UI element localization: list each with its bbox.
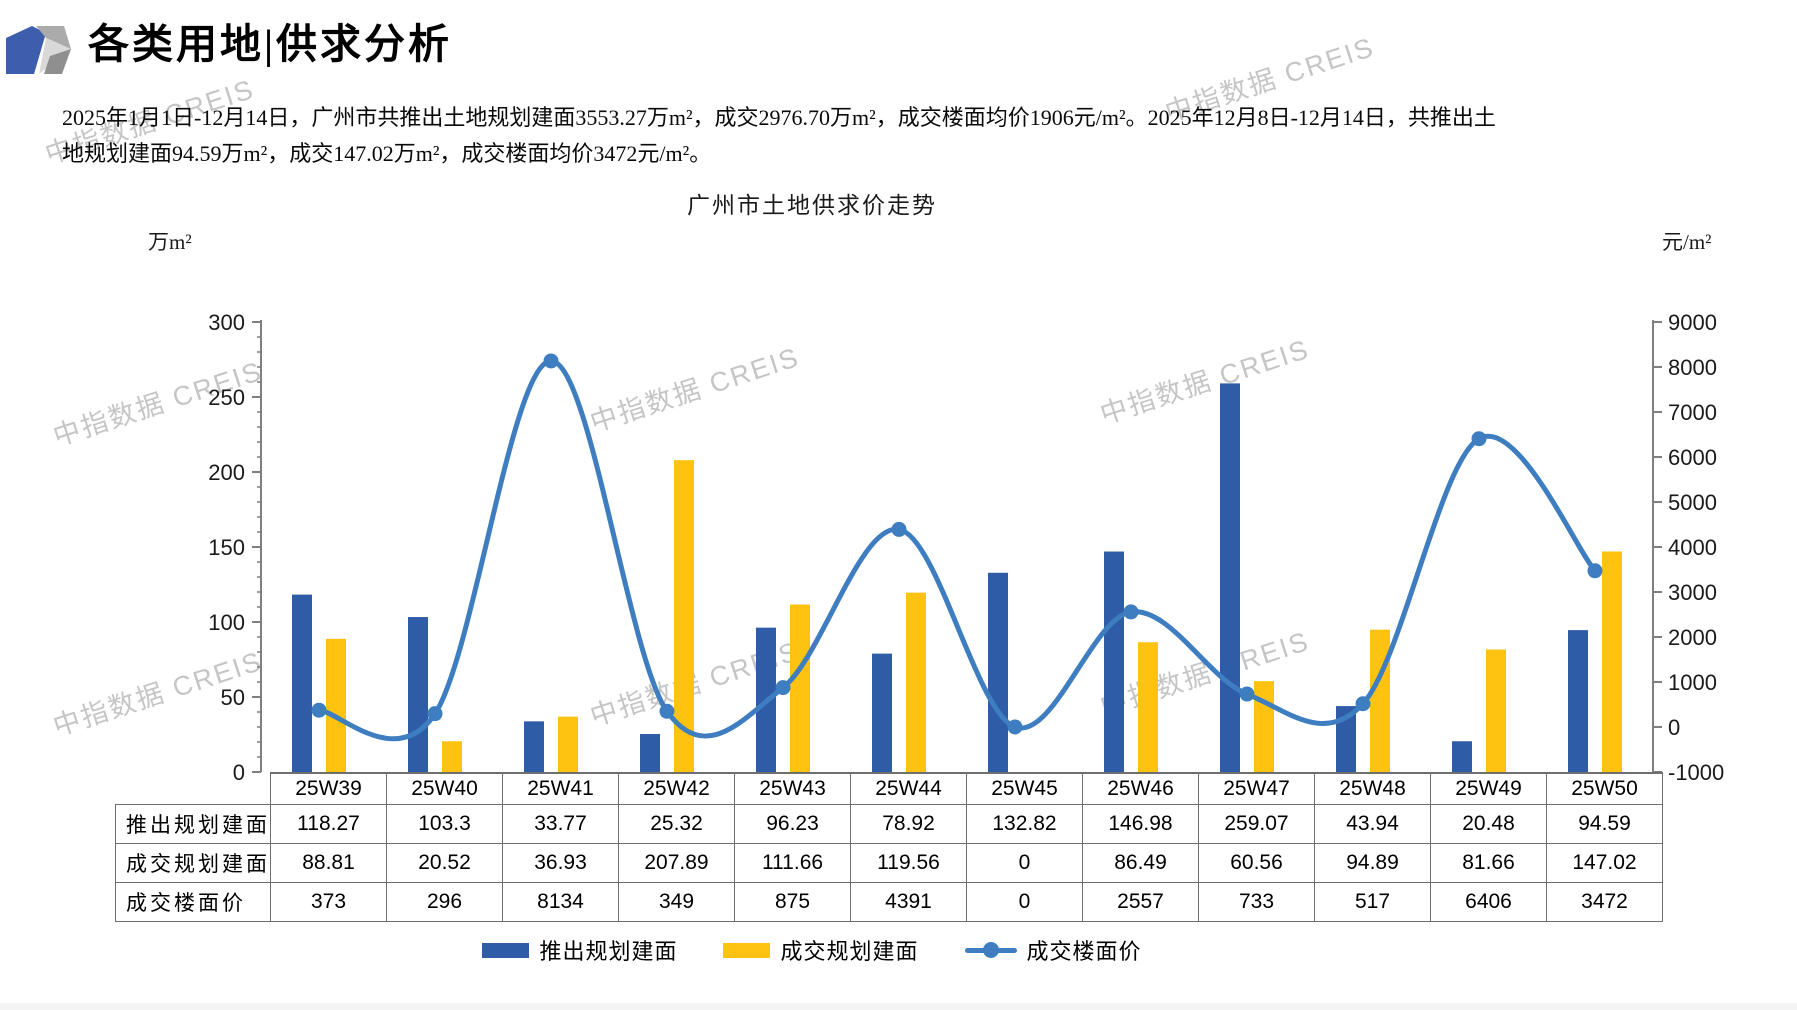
value-cell: 875 — [734, 882, 851, 922]
svg-text:6000: 6000 — [1668, 445, 1717, 470]
value-cell: 103.3 — [386, 804, 503, 844]
value-cell: 207.89 — [618, 843, 735, 883]
value-cell: 6406 — [1430, 882, 1547, 922]
week-header: 25W39 — [270, 772, 387, 805]
svg-text:8000: 8000 — [1668, 355, 1717, 380]
value-cell: 733 — [1198, 882, 1315, 922]
legend-item-deal: 成交规划建面 — [723, 934, 918, 966]
value-cell: 94.59 — [1546, 804, 1663, 844]
svg-text:200: 200 — [208, 460, 245, 485]
value-cell: 0 — [966, 882, 1083, 922]
svg-text:300: 300 — [208, 310, 245, 335]
value-cell: 296 — [386, 882, 503, 922]
value-cell: 3472 — [1546, 882, 1663, 922]
value-cell: 96.23 — [734, 804, 851, 844]
chart-data-table: 25W39 25W40 25W41 25W42 25W43 25W44 25W45 25W46… — [115, 772, 1663, 922]
value-cell: 132.82 — [966, 804, 1083, 844]
week-header: 25W42 — [618, 772, 735, 805]
value-cell: 349 — [618, 882, 735, 922]
legend-item-price: 成交楼面价 — [964, 934, 1142, 966]
svg-text:9000: 9000 — [1668, 310, 1717, 335]
price-line-swatch-icon — [964, 942, 1017, 958]
right-axis-unit: 元/m² — [1662, 230, 1712, 254]
value-cell: 86.49 — [1082, 843, 1199, 883]
legend-item-supply: 推出规划建面 — [482, 934, 677, 966]
week-header: 25W46 — [1082, 772, 1199, 805]
chart-title: 广州市土地供求价走势 — [687, 193, 937, 218]
legend-label: 成交楼面价 — [1026, 939, 1142, 964]
value-cell: 81.66 — [1430, 843, 1547, 883]
week-header: 25W45 — [966, 772, 1083, 805]
value-cell: 146.98 — [1082, 804, 1199, 844]
creis-logo-icon — [6, 26, 71, 74]
summary-paragraph: 2025年1月1日-12月14日，广州市共推出土地规划建面3553.27万m²，… — [62, 105, 1496, 166]
row-header: 推出规划建面 — [115, 804, 271, 844]
week-header: 25W47 — [1198, 772, 1315, 805]
value-cell: 25.32 — [618, 804, 735, 844]
week-header: 25W50 — [1546, 772, 1663, 805]
svg-text:0: 0 — [1668, 715, 1680, 740]
left-axis-unit: 万m² — [148, 230, 192, 254]
table-row: 成交规划建面 88.81 20.52 36.93 207.89 111.66 119.56 0… — [115, 843, 1663, 883]
week-header: 25W44 — [850, 772, 967, 805]
supply-bar-swatch-icon — [482, 942, 530, 958]
week-header: 25W48 — [1314, 772, 1431, 805]
svg-text:100: 100 — [208, 610, 245, 635]
chart-legend: 推出规划建面 成交规划建面 成交楼面价 — [312, 932, 1312, 968]
value-cell: 60.56 — [1198, 843, 1315, 883]
svg-text:3000: 3000 — [1668, 580, 1717, 605]
svg-text:250: 250 — [208, 385, 245, 410]
svg-text:50: 50 — [221, 685, 245, 710]
week-header: 25W43 — [734, 772, 851, 805]
page-title: 各类用地|供求分析 — [88, 21, 453, 67]
svg-text:7000: 7000 — [1668, 400, 1717, 425]
svg-text:-1000: -1000 — [1668, 760, 1724, 785]
week-header: 25W41 — [502, 772, 619, 805]
week-header: 25W49 — [1430, 772, 1547, 805]
week-header: 25W40 — [386, 772, 503, 805]
footer-strip — [0, 1003, 1797, 1010]
value-cell: 8134 — [502, 882, 619, 922]
svg-text:1000: 1000 — [1668, 670, 1717, 695]
value-cell: 33.77 — [502, 804, 619, 844]
row-header: 成交规划建面 — [115, 843, 271, 883]
row-header: 成交楼面价 — [115, 882, 271, 922]
deal-bar-swatch-icon — [723, 942, 771, 958]
table-row: 成交楼面价 373 296 8134 349 875 4391 0 2557 733 517 6406… — [115, 882, 1663, 922]
value-cell: 119.56 — [850, 843, 967, 883]
value-cell: 373 — [270, 882, 387, 922]
value-cell: 78.92 — [850, 804, 967, 844]
value-cell: 517 — [1314, 882, 1431, 922]
value-cell: 94.89 — [1314, 843, 1431, 883]
value-cell: 36.93 — [502, 843, 619, 883]
value-cell: 118.27 — [270, 804, 387, 844]
value-cell: 0 — [966, 843, 1083, 883]
svg-text:150: 150 — [208, 535, 245, 560]
value-cell: 147.02 — [1546, 843, 1663, 883]
table-corner-spacer — [116, 773, 271, 805]
value-cell: 259.07 — [1198, 804, 1315, 844]
svg-text:4000: 4000 — [1668, 535, 1717, 560]
legend-label: 成交规划建面 — [780, 939, 919, 964]
value-cell: 2557 — [1082, 882, 1199, 922]
svg-text:0: 0 — [233, 760, 245, 785]
legend-label: 推出规划建面 — [539, 939, 678, 964]
table-row: 推出规划建面 118.27 103.3 33.77 25.32 96.23 78.92 132… — [115, 804, 1663, 844]
value-cell: 20.52 — [386, 843, 503, 883]
value-cell: 111.66 — [734, 843, 851, 883]
value-cell: 4391 — [850, 882, 967, 922]
value-cell: 43.94 — [1314, 804, 1431, 844]
svg-text:5000: 5000 — [1668, 490, 1717, 515]
svg-text:2000: 2000 — [1668, 625, 1717, 650]
value-cell: 88.81 — [270, 843, 387, 883]
value-cell: 20.48 — [1430, 804, 1547, 844]
